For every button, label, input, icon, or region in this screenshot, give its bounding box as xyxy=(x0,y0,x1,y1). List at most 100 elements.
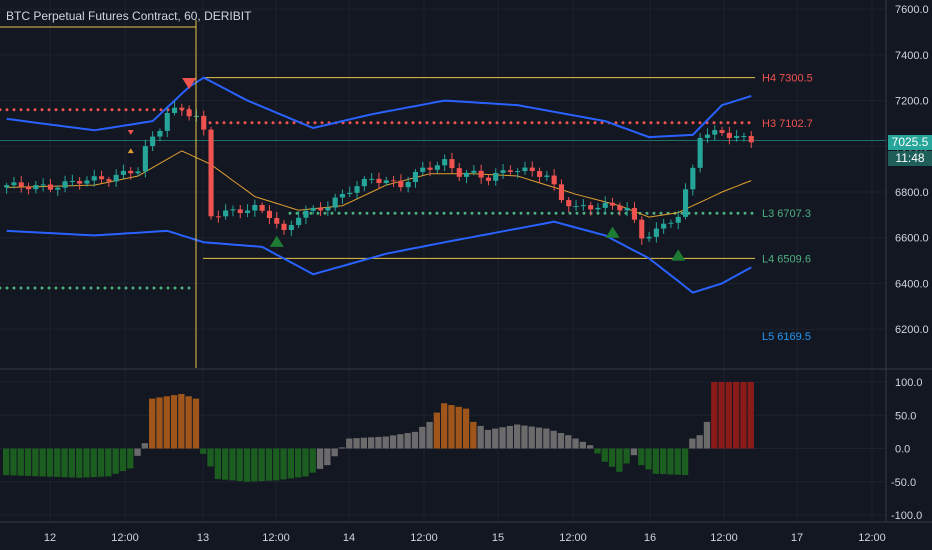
buy-signal-icon xyxy=(605,226,620,238)
candle-body xyxy=(106,179,112,182)
upper-band-line xyxy=(6,76,752,139)
candle-body xyxy=(383,180,389,184)
candle-body xyxy=(741,135,747,137)
buy-signal-icon xyxy=(127,148,134,154)
candle-body xyxy=(507,170,513,172)
histogram-bar xyxy=(492,428,499,449)
histogram-bar xyxy=(681,448,689,476)
x-tick-label: 12:00 xyxy=(710,532,738,544)
histogram-bar xyxy=(273,448,280,481)
histogram-bar xyxy=(382,436,389,449)
histogram-bar xyxy=(265,448,273,481)
candle-body xyxy=(201,115,207,130)
candle-body xyxy=(536,171,543,177)
candle-body xyxy=(580,205,586,207)
candle-body xyxy=(442,159,448,166)
countdown-tag: 11:48 xyxy=(888,151,932,166)
histogram-bar xyxy=(243,448,251,482)
histogram-bar xyxy=(601,448,608,462)
candle-body xyxy=(734,136,740,138)
histogram-bar xyxy=(733,382,740,449)
candle-body xyxy=(405,181,411,188)
histogram-bar xyxy=(360,437,367,449)
y-tick-label: 7400.0 xyxy=(895,50,929,62)
x-tick-label: 12:00 xyxy=(858,532,886,544)
histogram-bar xyxy=(24,448,32,476)
histogram-bar xyxy=(411,431,419,449)
histogram-bar xyxy=(696,435,703,449)
candle-body xyxy=(230,209,236,211)
histogram xyxy=(3,382,754,482)
candle-body xyxy=(310,207,316,211)
candle-body xyxy=(186,109,192,117)
candle-body xyxy=(529,167,535,172)
candle-body xyxy=(675,216,681,223)
candles xyxy=(4,101,754,245)
histogram-bar xyxy=(316,448,324,469)
histogram-bar xyxy=(441,403,448,449)
histogram-bar xyxy=(156,397,163,449)
histogram-bar xyxy=(652,448,659,474)
histogram-bar xyxy=(477,425,484,449)
candle-body xyxy=(259,204,265,211)
histogram-bar xyxy=(32,448,39,477)
candle-body xyxy=(624,208,630,211)
candle-body xyxy=(551,175,557,185)
candle-body xyxy=(653,228,659,237)
histogram-bar xyxy=(426,421,433,449)
histogram-bar xyxy=(185,396,192,449)
candle-body xyxy=(237,209,243,213)
candle-body xyxy=(646,236,652,239)
candle-body xyxy=(602,202,608,208)
candle-body xyxy=(296,217,302,226)
candle-body xyxy=(47,184,54,190)
candle-body xyxy=(493,172,499,181)
candle-body xyxy=(398,180,404,188)
candle-body xyxy=(573,206,579,208)
histogram-bar xyxy=(557,432,565,449)
histogram-bar xyxy=(587,445,594,449)
candle-body xyxy=(339,193,346,198)
candle-body xyxy=(704,134,711,138)
candle-body xyxy=(376,178,382,184)
histogram-bar xyxy=(565,435,572,449)
oscillator-tick-label: 50.0 xyxy=(895,410,916,422)
histogram-bar xyxy=(550,430,557,449)
candle-body xyxy=(33,185,39,190)
histogram-bar xyxy=(448,405,455,449)
candle-body xyxy=(252,204,258,211)
y-tick-label: 6600.0 xyxy=(895,233,929,245)
candle-body xyxy=(682,189,689,217)
pivot-levels: H4 7300.5 H3 7102.7 L3 6707.3 L4 6509.6 L5 6… xyxy=(0,73,886,343)
candle-body xyxy=(544,175,550,177)
histogram-bar xyxy=(389,435,397,449)
histogram-bar xyxy=(572,438,579,449)
x-tick-label: 17 xyxy=(791,532,803,544)
histogram-bar xyxy=(229,448,236,481)
candle-body xyxy=(325,207,331,211)
histogram-bar xyxy=(462,408,470,449)
histogram-bar xyxy=(3,448,10,476)
y-tick-label: 6800.0 xyxy=(895,187,929,199)
chart-title: BTC Perpetual Futures Contract, 60, DERI… xyxy=(6,9,252,23)
histogram-bar xyxy=(594,448,601,454)
histogram-bar xyxy=(178,393,185,449)
candle-body xyxy=(500,170,506,173)
histogram-bar xyxy=(68,448,75,478)
histogram-bar xyxy=(97,448,105,477)
candle-body xyxy=(390,180,397,182)
candle-body xyxy=(171,107,178,113)
x-tick-label: 16 xyxy=(644,532,656,544)
x-tick-label: 12:00 xyxy=(262,532,290,544)
candle-body xyxy=(566,200,572,207)
candle-body xyxy=(303,210,309,218)
histogram-bar xyxy=(105,448,112,477)
candle-body xyxy=(456,168,462,177)
candle-body xyxy=(347,192,353,194)
x-tick-label: 12 xyxy=(44,532,56,544)
candle-body xyxy=(317,207,324,211)
candle-body xyxy=(135,171,141,174)
candle-body xyxy=(515,171,521,173)
y-tick-label: 7600.0 xyxy=(895,4,929,16)
